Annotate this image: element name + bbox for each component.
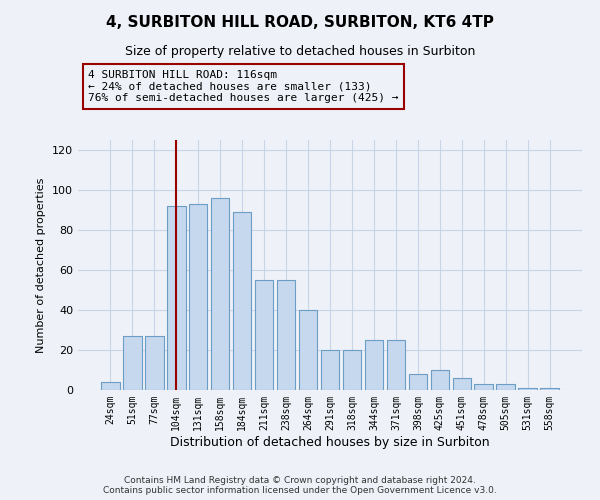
Bar: [518, 388, 537, 390]
Y-axis label: Number of detached properties: Number of detached properties: [37, 178, 46, 352]
Bar: [496, 384, 515, 390]
Bar: [189, 204, 208, 390]
Bar: [541, 388, 559, 390]
Text: Size of property relative to detached houses in Surbiton: Size of property relative to detached ho…: [125, 45, 475, 58]
Text: Contains HM Land Registry data © Crown copyright and database right 2024.
Contai: Contains HM Land Registry data © Crown c…: [103, 476, 497, 495]
Bar: [452, 378, 471, 390]
Bar: [123, 336, 142, 390]
Text: 4 SURBITON HILL ROAD: 116sqm
← 24% of detached houses are smaller (133)
76% of s: 4 SURBITON HILL ROAD: 116sqm ← 24% of de…: [88, 70, 398, 103]
Bar: [475, 384, 493, 390]
Bar: [409, 374, 427, 390]
Bar: [101, 382, 119, 390]
Bar: [211, 198, 229, 390]
Text: 4, SURBITON HILL ROAD, SURBITON, KT6 4TP: 4, SURBITON HILL ROAD, SURBITON, KT6 4TP: [106, 15, 494, 30]
Bar: [343, 350, 361, 390]
Bar: [320, 350, 340, 390]
Bar: [145, 336, 164, 390]
Bar: [299, 310, 317, 390]
Bar: [277, 280, 295, 390]
Bar: [255, 280, 274, 390]
Bar: [365, 340, 383, 390]
Bar: [386, 340, 405, 390]
X-axis label: Distribution of detached houses by size in Surbiton: Distribution of detached houses by size …: [170, 436, 490, 448]
Bar: [233, 212, 251, 390]
Bar: [167, 206, 185, 390]
Bar: [431, 370, 449, 390]
